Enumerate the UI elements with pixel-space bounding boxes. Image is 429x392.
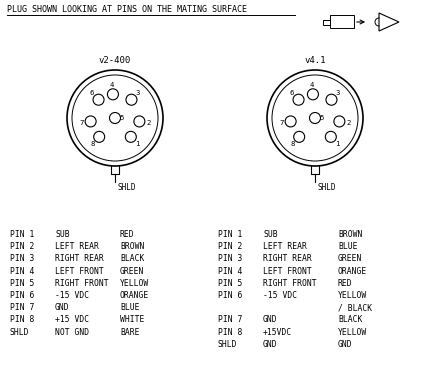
Text: SHLD: SHLD xyxy=(10,328,30,337)
Text: ORANGE: ORANGE xyxy=(338,267,367,276)
Text: BLACK: BLACK xyxy=(338,316,363,325)
Text: 7: 7 xyxy=(279,120,284,126)
Text: RIGHT FRONT: RIGHT FRONT xyxy=(263,279,317,288)
Text: PIN 6: PIN 6 xyxy=(10,291,34,300)
Text: 5: 5 xyxy=(120,115,124,121)
Text: +15VDC: +15VDC xyxy=(263,328,292,337)
Text: GND: GND xyxy=(263,340,278,349)
Text: SHLD: SHLD xyxy=(318,183,336,192)
Text: YELLOW: YELLOW xyxy=(120,279,149,288)
Text: LEFT REAR: LEFT REAR xyxy=(55,242,99,251)
Text: / BLACK: / BLACK xyxy=(338,303,372,312)
Text: PIN 7: PIN 7 xyxy=(218,316,242,325)
Text: GREEN: GREEN xyxy=(338,254,363,263)
Text: v4.1: v4.1 xyxy=(304,56,326,65)
Text: SHLD: SHLD xyxy=(218,340,238,349)
Text: SHLD: SHLD xyxy=(118,183,136,192)
Text: PIN 3: PIN 3 xyxy=(10,254,34,263)
Text: 8: 8 xyxy=(91,141,95,147)
Text: BROWN: BROWN xyxy=(338,230,363,239)
Text: WHITE: WHITE xyxy=(120,316,145,325)
Text: LEFT REAR: LEFT REAR xyxy=(263,242,307,251)
Text: RIGHT REAR: RIGHT REAR xyxy=(55,254,104,263)
Text: PIN 6: PIN 6 xyxy=(218,291,242,300)
Text: PIN 3: PIN 3 xyxy=(218,254,242,263)
Text: LEFT FRONT: LEFT FRONT xyxy=(55,267,104,276)
Text: 5: 5 xyxy=(320,115,324,121)
Text: -15 VDC: -15 VDC xyxy=(263,291,297,300)
Text: BLUE: BLUE xyxy=(120,303,139,312)
Text: 6: 6 xyxy=(290,90,294,96)
Bar xyxy=(330,15,354,28)
Text: 4: 4 xyxy=(310,82,314,88)
Text: PIN 4: PIN 4 xyxy=(10,267,34,276)
Text: 3: 3 xyxy=(136,90,140,96)
Text: 3: 3 xyxy=(335,90,340,96)
Text: NOT GND: NOT GND xyxy=(55,328,89,337)
Text: 4: 4 xyxy=(110,82,114,88)
Text: PIN 5: PIN 5 xyxy=(10,279,34,288)
Text: GND: GND xyxy=(338,340,353,349)
Text: PIN 1: PIN 1 xyxy=(218,230,242,239)
Text: 2: 2 xyxy=(347,120,351,126)
Text: YELLOW: YELLOW xyxy=(338,328,367,337)
Text: 7: 7 xyxy=(79,120,83,126)
Text: BARE: BARE xyxy=(120,328,139,337)
Text: BLUE: BLUE xyxy=(338,242,357,251)
Text: RED: RED xyxy=(120,230,135,239)
Text: PIN 8: PIN 8 xyxy=(218,328,242,337)
Text: PIN 7: PIN 7 xyxy=(10,303,34,312)
Text: PIN 1: PIN 1 xyxy=(10,230,34,239)
Text: RIGHT REAR: RIGHT REAR xyxy=(263,254,312,263)
Text: ORANGE: ORANGE xyxy=(120,291,149,300)
Text: PIN 8: PIN 8 xyxy=(10,316,34,325)
Text: GND: GND xyxy=(263,316,278,325)
Text: PIN 4: PIN 4 xyxy=(218,267,242,276)
Text: RIGHT FRONT: RIGHT FRONT xyxy=(55,279,109,288)
Text: LEFT FRONT: LEFT FRONT xyxy=(263,267,312,276)
Text: PIN 5: PIN 5 xyxy=(218,279,242,288)
Text: 8: 8 xyxy=(291,141,295,147)
Text: +15 VDC: +15 VDC xyxy=(55,316,89,325)
Text: GND: GND xyxy=(55,303,69,312)
Text: RED: RED xyxy=(338,279,353,288)
Text: v2-400: v2-400 xyxy=(99,56,131,65)
Text: GREEN: GREEN xyxy=(120,267,145,276)
Text: 1: 1 xyxy=(335,141,339,147)
Text: 1: 1 xyxy=(135,141,139,147)
Text: PIN 2: PIN 2 xyxy=(10,242,34,251)
Text: YELLOW: YELLOW xyxy=(338,291,367,300)
Text: 6: 6 xyxy=(90,90,94,96)
Text: PLUG SHOWN LOOKING AT PINS ON THE MATING SURFACE: PLUG SHOWN LOOKING AT PINS ON THE MATING… xyxy=(7,5,247,14)
Text: PIN 2: PIN 2 xyxy=(218,242,242,251)
Text: SUB: SUB xyxy=(55,230,69,239)
Text: -15 VDC: -15 VDC xyxy=(55,291,89,300)
Bar xyxy=(323,20,330,25)
Text: BROWN: BROWN xyxy=(120,242,145,251)
Text: SUB: SUB xyxy=(263,230,278,239)
Text: BLACK: BLACK xyxy=(120,254,145,263)
Text: 2: 2 xyxy=(147,120,151,126)
